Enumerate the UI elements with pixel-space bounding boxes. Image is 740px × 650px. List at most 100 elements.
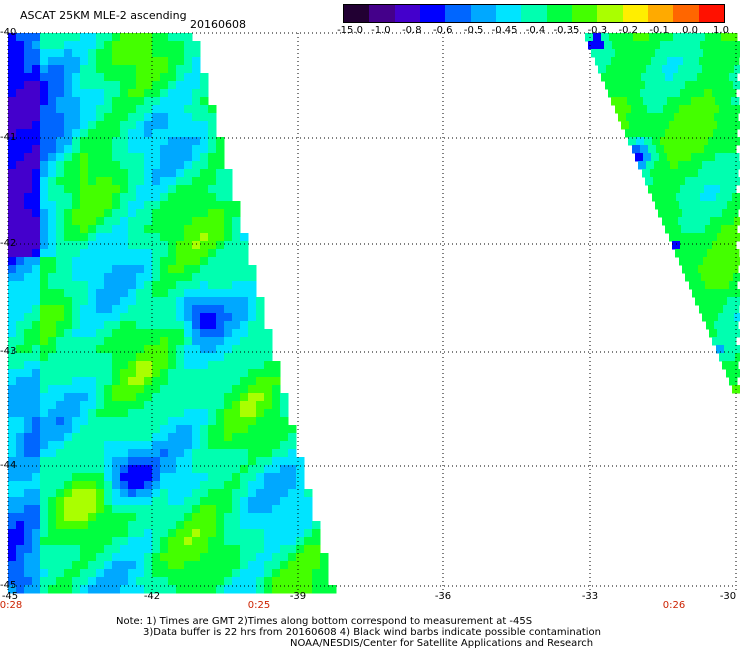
wind-cell (120, 185, 129, 194)
wind-cell (80, 569, 89, 578)
wind-cell (88, 345, 97, 354)
wind-cell (16, 201, 25, 210)
wind-cell (16, 553, 25, 562)
wind-cell (714, 265, 723, 274)
wind-cell (120, 73, 129, 82)
wind-cell (718, 313, 727, 322)
wind-cell (120, 313, 129, 322)
wind-cell (40, 105, 49, 114)
wind-cell (192, 209, 201, 218)
wind-cell (735, 257, 740, 266)
wind-cell (168, 89, 177, 98)
wind-cell (40, 145, 49, 154)
wind-cell (64, 97, 73, 106)
wind-cell (710, 161, 719, 170)
wind-cell (112, 281, 121, 290)
wind-cell (104, 577, 113, 586)
wind-cell (72, 33, 81, 42)
wind-cell (112, 49, 121, 58)
wind-cell (288, 481, 297, 490)
wind-cell (725, 329, 734, 338)
wind-cell (684, 137, 693, 146)
wind-cell (200, 289, 209, 298)
wind-cell (136, 233, 145, 242)
wind-cell (176, 305, 185, 314)
wind-cell (168, 177, 177, 186)
wind-cell (296, 521, 305, 530)
wind-cell (88, 169, 97, 178)
wind-cell (136, 137, 145, 146)
wind-cell (168, 73, 177, 82)
wind-cell (152, 57, 161, 66)
wind-cell (48, 585, 57, 594)
wind-cell (56, 105, 65, 114)
wind-cell (128, 33, 137, 42)
wind-cell (96, 225, 105, 234)
wind-cell (120, 385, 129, 394)
wind-cell (598, 65, 607, 74)
wind-cell (56, 89, 65, 98)
wind-cell (8, 201, 17, 210)
wind-cell (200, 321, 209, 330)
wind-cell (232, 417, 241, 426)
wind-cell (637, 81, 646, 90)
wind-cell (224, 561, 233, 570)
wind-cell (200, 169, 209, 178)
wind-cell (692, 41, 701, 50)
wind-cell (208, 233, 217, 242)
wind-cell (192, 161, 201, 170)
wind-cell (48, 137, 57, 146)
wind-cell (699, 97, 708, 106)
wind-cell (200, 465, 209, 474)
wind-cell (184, 73, 193, 82)
wind-cell (734, 65, 740, 74)
wind-cell (160, 169, 169, 178)
lat-label: -44 (0, 460, 17, 471)
wind-cell (24, 305, 33, 314)
wind-cell (88, 337, 97, 346)
wind-cell (64, 161, 73, 170)
wind-cell (272, 377, 281, 386)
wind-cell (64, 113, 73, 122)
wind-cell (679, 257, 688, 266)
wind-cell (8, 89, 17, 98)
wind-cell (96, 569, 105, 578)
wind-cell (272, 481, 281, 490)
wind-cell (16, 145, 25, 154)
wind-cell (16, 185, 25, 194)
wind-cell (621, 81, 630, 90)
wind-cell (168, 209, 177, 218)
wind-cell (208, 241, 217, 250)
wind-cell (16, 585, 25, 594)
wind-cell (128, 121, 137, 130)
wind-cell (224, 521, 233, 530)
wind-cell (152, 521, 161, 530)
wind-cell (152, 281, 161, 290)
wind-cell (16, 161, 25, 170)
wind-cell (160, 377, 169, 386)
wind-cell (120, 377, 129, 386)
wind-cell (216, 265, 225, 274)
wind-cell (719, 257, 728, 266)
wind-cell (136, 417, 145, 426)
wind-cell (40, 113, 49, 122)
wind-cell (40, 209, 49, 218)
wind-cell (200, 81, 209, 90)
wind-cell (72, 561, 81, 570)
wind-cell (681, 129, 690, 138)
wind-cell (40, 305, 49, 314)
wind-cell (184, 241, 193, 250)
wind-cell (208, 401, 217, 410)
wind-cell (168, 121, 177, 130)
wind-cell (128, 89, 137, 98)
wind-cell (200, 385, 209, 394)
wind-cell (80, 97, 89, 106)
wind-cell (232, 345, 241, 354)
wind-cell (660, 41, 669, 50)
wind-cell (735, 201, 740, 210)
wind-cell (152, 241, 161, 250)
wind-cell (64, 169, 73, 178)
wind-cell (24, 457, 33, 466)
wind-cell (112, 145, 121, 154)
wind-cell (160, 441, 169, 450)
